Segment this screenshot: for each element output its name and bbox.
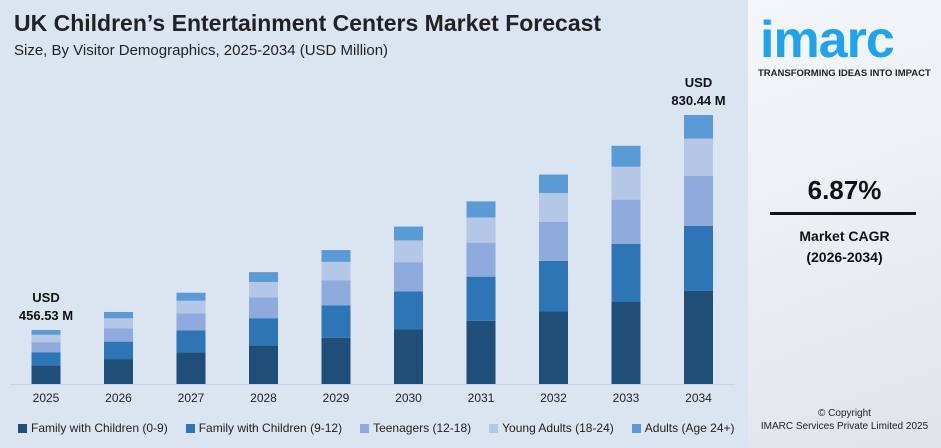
- copyright-line2: IMARC Services Private Limited 2025: [760, 421, 929, 432]
- x-tick-label: 2027: [178, 391, 205, 405]
- bar-segment-2034-2: [684, 175, 713, 226]
- bar-segment-2032-4: [539, 174, 568, 193]
- bar-segment-2028-1: [249, 318, 278, 346]
- chart-subtitle: Size, By Visitor Demographics, 2025-2034…: [14, 42, 389, 59]
- bar-segment-2030-3: [394, 240, 423, 263]
- bar-segment-2032-3: [539, 192, 568, 222]
- bar-segment-2031-4: [466, 201, 496, 218]
- bar-segment-2026-0: [104, 359, 133, 384]
- legend: Family with Children (0-9) Family with Ch…: [18, 421, 735, 435]
- bar-segment-2030-4: [394, 226, 423, 241]
- total-label-2034: 830.44 M: [671, 93, 725, 108]
- x-tick-label: 2026: [105, 391, 132, 405]
- bar-segment-2034-0: [684, 290, 713, 384]
- bar-segment-2033-4: [611, 145, 641, 167]
- bar-segment-2033-1: [611, 243, 641, 302]
- bar-segment-2028-4: [249, 272, 278, 282]
- bar-segment-2032-2: [539, 221, 568, 261]
- bar-segment-2027-1: [176, 330, 206, 353]
- bar-segment-2026-4: [104, 311, 133, 319]
- x-tick-label: 2030: [395, 391, 422, 405]
- cagr-period: (2026-2034): [806, 249, 883, 265]
- legend-swatch: [18, 423, 27, 433]
- legend-item: Young Adults (18-24): [489, 421, 614, 435]
- legend-label: Teenagers (12-18): [373, 421, 472, 435]
- bar-segment-2027-4: [176, 292, 206, 301]
- x-tick-label: 2025: [33, 391, 60, 405]
- bar-segment-2025-4: [31, 330, 61, 335]
- bar-segment-2032-0: [539, 311, 568, 384]
- bar-segment-2031-0: [466, 320, 496, 384]
- bar-segment-2034-3: [684, 138, 713, 176]
- total-label-2034: USD: [685, 75, 712, 90]
- cagr-label: Market CAGR (2026-2034): [748, 226, 941, 268]
- legend-swatch: [631, 423, 641, 433]
- legend-swatch: [360, 423, 370, 433]
- legend-label: Adults (Age 24+): [644, 421, 735, 435]
- legend-item: Family with Children (0-9): [18, 421, 168, 435]
- x-tick-label: 2031: [468, 391, 495, 405]
- bar-segment-2031-2: [466, 242, 496, 277]
- side-panel: imarc TRANSFORMING IDEAS INTO IMPACT 6.8…: [748, 0, 941, 448]
- bar-segment-2029-4: [321, 250, 351, 262]
- legend-item: Teenagers (12-18): [360, 421, 471, 435]
- bar-segment-2029-2: [321, 280, 351, 306]
- bar-segment-2030-2: [394, 262, 423, 292]
- bar-segment-2030-1: [394, 291, 423, 330]
- bar-segment-2034-1: [684, 225, 713, 291]
- legend-label: Family with Children (0-9): [31, 421, 168, 435]
- bar-segment-2026-1: [104, 341, 133, 360]
- cagr-label-text: Market CAGR: [799, 228, 890, 244]
- bar-segment-2028-0: [249, 345, 278, 384]
- x-tick-label: 2033: [613, 391, 640, 405]
- bar-segment-2026-3: [104, 318, 133, 329]
- total-label-2025: USD: [32, 290, 59, 305]
- bar-segment-2027-2: [176, 313, 206, 331]
- bar-segment-2026-2: [104, 328, 133, 342]
- bar-segment-2030-0: [394, 329, 423, 384]
- tagline: TRANSFORMING IDEAS INTO IMPACT: [758, 68, 931, 79]
- imarc-logo: imarc: [760, 11, 895, 69]
- legend-label: Family with Children (9-12): [198, 421, 343, 435]
- copyright: © Copyright IMARC Services Private Limite…: [748, 407, 941, 433]
- bar-segment-2027-0: [176, 352, 206, 384]
- bar-segment-2028-2: [249, 297, 278, 319]
- cagr-value: 6.87%: [807, 175, 882, 205]
- bar-segment-2025-2: [31, 342, 61, 353]
- bar-segment-2025-1: [31, 352, 61, 366]
- bar-segment-2028-3: [249, 281, 278, 298]
- legend-label: Young Adults (18-24): [502, 421, 614, 435]
- x-tick-label: 2034: [685, 391, 712, 405]
- chart-title: UK Children’s Entertainment Centers Mark…: [14, 10, 602, 36]
- bar-segment-2033-3: [611, 166, 641, 200]
- total-label-2025: 456.53 M: [19, 308, 73, 323]
- bar-segment-2025-0: [31, 365, 61, 384]
- bar-chart: 2025 USD 456.53 M 2026 2027 2028 2029 2030 2031 2…: [10, 75, 735, 405]
- bar-segment-2033-2: [611, 199, 641, 244]
- bar-segment-2034-4: [684, 115, 713, 139]
- legend-swatch: [489, 423, 499, 433]
- x-tick-label: 2029: [323, 391, 350, 405]
- legend-item: Family with Children (9-12): [185, 421, 343, 435]
- legend-item: Adults (Age 24+): [631, 421, 735, 435]
- bar-segment-2029-0: [321, 337, 351, 384]
- bar-segment-2029-1: [321, 305, 351, 338]
- bar-segment-2032-1: [539, 260, 568, 312]
- bar-segment-2031-3: [466, 217, 496, 243]
- bar-segment-2031-1: [466, 276, 496, 321]
- bar-segment-2025-3: [31, 334, 61, 343]
- x-tick-label: 2032: [540, 391, 567, 405]
- bar-segment-2029-3: [321, 261, 351, 281]
- x-tick-label: 2028: [250, 391, 277, 405]
- legend-swatch: [185, 423, 195, 433]
- copyright-line1: © Copyright: [818, 408, 871, 419]
- bar-segment-2033-0: [611, 301, 641, 384]
- divider: [770, 212, 916, 215]
- bar-segment-2027-3: [176, 300, 206, 314]
